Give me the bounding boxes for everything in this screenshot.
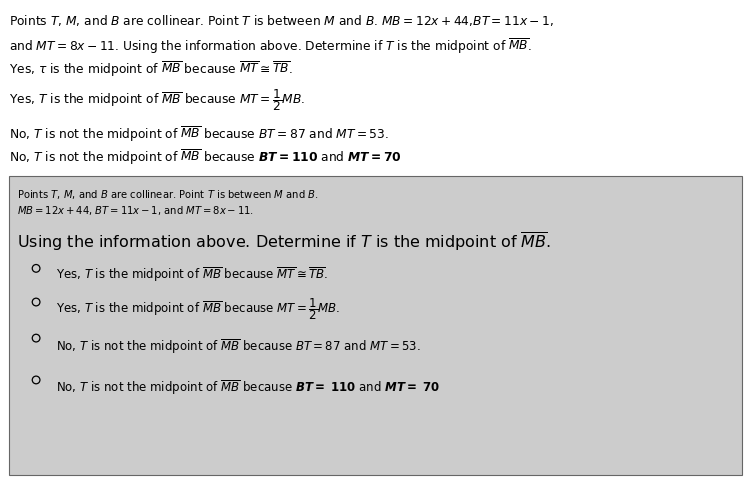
Text: No, $T$ is not the midpoint of $\overline{MB}$ because $\boldsymbol{BT =\ 110}$ : No, $T$ is not the midpoint of $\overlin…	[56, 377, 441, 396]
Text: No, $T$ is not the midpoint of $\overline{MB}$ because $BT = 87$ and $MT = 53$.: No, $T$ is not the midpoint of $\overlin…	[56, 336, 421, 355]
Text: $MB = 12x + 44$, $BT = 11x - 1$, and $MT = 8x - 11$.: $MB = 12x + 44$, $BT = 11x - 1$, and $MT…	[17, 204, 253, 216]
Text: Points $T$, $M$, and $B$ are collinear. Point $T$ is between $M$ and $B$.: Points $T$, $M$, and $B$ are collinear. …	[17, 187, 318, 200]
Text: Points $T$, $M$, and $B$ are collinear. Point $T$ is between $M$ and $B$. $MB = : Points $T$, $M$, and $B$ are collinear. …	[9, 13, 554, 28]
Text: Yes, $T$ is the midpoint of $\overline{MB}$ because $\overline{MT} \cong \overli: Yes, $T$ is the midpoint of $\overline{M…	[56, 265, 329, 284]
Text: Yes, $T$ is the midpoint of $\overline{MB}$ because $MT = \dfrac{1}{2}MB$.: Yes, $T$ is the midpoint of $\overline{M…	[9, 87, 305, 113]
Text: and $MT = 8x - 11$. Using the information above. Determine if $T$ is the midpoin: and $MT = 8x - 11$. Using the informatio…	[9, 36, 532, 56]
Text: No, $T$ is not the midpoint of $\overline{MB}$ because $BT = 87$ and $MT = 53$.: No, $T$ is not the midpoint of $\overlin…	[9, 125, 389, 144]
Text: Yes, $T$ is the midpoint of $\overline{MB}$ because $MT = \dfrac{1}{2}MB$.: Yes, $T$ is the midpoint of $\overline{M…	[56, 295, 341, 321]
Text: No, $T$ is not the midpoint of $\overline{MB}$ because $\boldsymbol{BT = 110}$ a: No, $T$ is not the midpoint of $\overlin…	[9, 148, 402, 167]
Text: Yes, $\tau$ is the midpoint of $\overline{MB}$ because $\overline{MT} \cong \ove: Yes, $\tau$ is the midpoint of $\overlin…	[9, 60, 293, 79]
FancyBboxPatch shape	[9, 177, 742, 475]
Text: Using the information above. Determine if $T$ is the midpoint of $\overline{MB}$: Using the information above. Determine i…	[17, 229, 550, 252]
